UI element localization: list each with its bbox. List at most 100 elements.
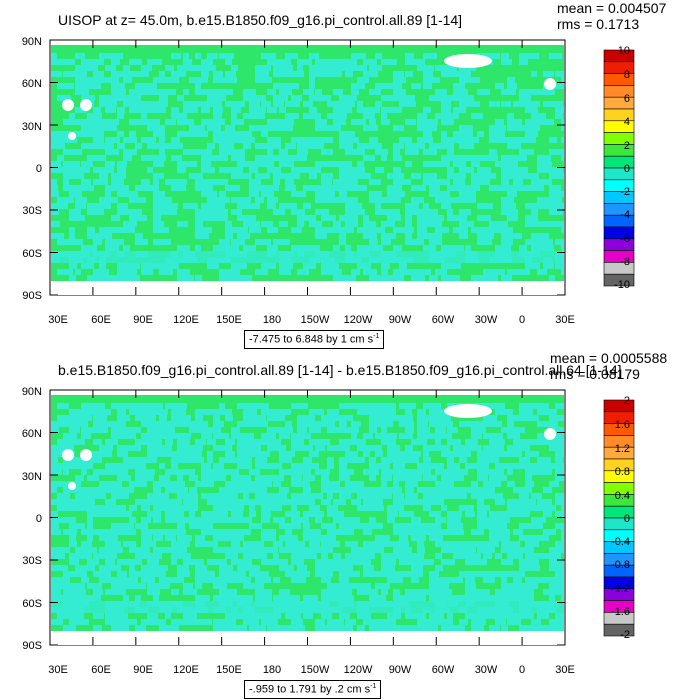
field-patch	[501, 613, 515, 619]
field-patch	[159, 143, 167, 149]
field-patch	[267, 415, 273, 421]
field-patch	[309, 185, 315, 191]
field-patch	[549, 565, 557, 571]
field-patch	[153, 209, 161, 215]
field-patch	[507, 511, 519, 517]
field-patch	[357, 583, 365, 589]
field-patch	[57, 499, 69, 505]
velocity-field	[51, 41, 564, 295]
field-patch	[423, 505, 431, 511]
field-patch	[381, 263, 390, 269]
field-patch	[147, 167, 153, 173]
field-patch	[513, 541, 520, 547]
field-patch	[111, 553, 117, 559]
field-patch	[165, 197, 172, 203]
field-patch	[309, 553, 317, 559]
field-patch	[513, 583, 522, 589]
field-patch	[441, 559, 455, 565]
field-patch	[339, 445, 350, 451]
field-patch	[381, 469, 392, 475]
field-patch	[459, 155, 466, 161]
field-patch	[513, 463, 528, 469]
field-patch	[105, 143, 114, 149]
field-patch	[105, 577, 116, 583]
field-patch	[255, 125, 268, 131]
field-patch	[549, 559, 561, 565]
field-patch	[99, 233, 108, 239]
field-patch	[531, 469, 542, 475]
field-patch	[519, 125, 529, 131]
field-patch	[441, 119, 452, 125]
lon-label: 30E	[48, 314, 68, 326]
field-patch	[117, 209, 131, 215]
field-patch	[99, 263, 106, 269]
field-patch	[435, 179, 450, 185]
field-patch	[231, 427, 240, 433]
field-patch	[537, 179, 552, 185]
field-patch	[219, 245, 226, 251]
field-patch	[123, 559, 132, 565]
map-panel-top: UISOP at z= 45.0m, b.e15.B1850.f09_g16.p…	[22, 0, 666, 349]
field-patch	[231, 209, 242, 215]
field-patch	[387, 487, 402, 493]
field-patch	[111, 95, 119, 101]
field-patch	[561, 595, 564, 601]
field-patch	[303, 523, 310, 529]
field-patch	[237, 197, 251, 203]
field-patch	[369, 469, 379, 475]
field-patch	[267, 427, 280, 433]
field-patch	[231, 101, 240, 107]
field-patch	[459, 487, 465, 493]
field-patch	[87, 523, 93, 529]
field-patch	[135, 233, 143, 239]
field-patch	[555, 433, 562, 439]
field-patch	[219, 487, 228, 493]
field-patch	[309, 595, 317, 601]
field-patch	[519, 269, 530, 275]
field-patch	[261, 433, 276, 439]
field-patch	[381, 421, 393, 427]
field-patch	[309, 107, 317, 113]
field-patch	[267, 185, 277, 191]
field-patch	[429, 221, 442, 227]
field-patch	[183, 505, 198, 511]
field-patch	[471, 529, 484, 535]
field-patch	[543, 505, 556, 511]
field-patch	[87, 233, 99, 239]
field-patch	[135, 427, 141, 433]
field-patch	[507, 233, 522, 239]
field-patch	[237, 451, 249, 457]
field-patch	[225, 415, 233, 421]
field-patch	[561, 155, 564, 161]
field-patch	[393, 173, 404, 179]
field-patch	[243, 203, 253, 209]
field-patch	[285, 155, 296, 161]
field-patch	[429, 577, 436, 583]
field-patch	[117, 523, 126, 529]
field-patch	[219, 77, 234, 83]
field-patch	[243, 463, 249, 469]
field-patch	[519, 95, 526, 101]
field-patch	[171, 203, 177, 209]
field-patch	[417, 269, 431, 275]
field-patch	[405, 613, 415, 619]
field-patch	[201, 77, 208, 83]
field-patch	[177, 523, 185, 529]
field-patch	[231, 559, 243, 565]
field-patch	[537, 457, 545, 463]
field-patch	[489, 535, 499, 541]
field-patch	[393, 499, 404, 505]
field-patch	[93, 59, 104, 65]
field-patch	[495, 523, 507, 529]
colorbar-label: -6	[620, 233, 630, 245]
field-patch	[405, 239, 414, 245]
field-patch	[411, 565, 423, 571]
field-patch	[291, 463, 299, 469]
field-patch	[195, 445, 203, 451]
field-patch	[279, 71, 290, 77]
field-patch	[411, 571, 423, 577]
field-patch	[465, 197, 476, 203]
field-patch	[501, 245, 511, 251]
field-patch	[555, 403, 564, 409]
field-patch	[63, 83, 74, 89]
